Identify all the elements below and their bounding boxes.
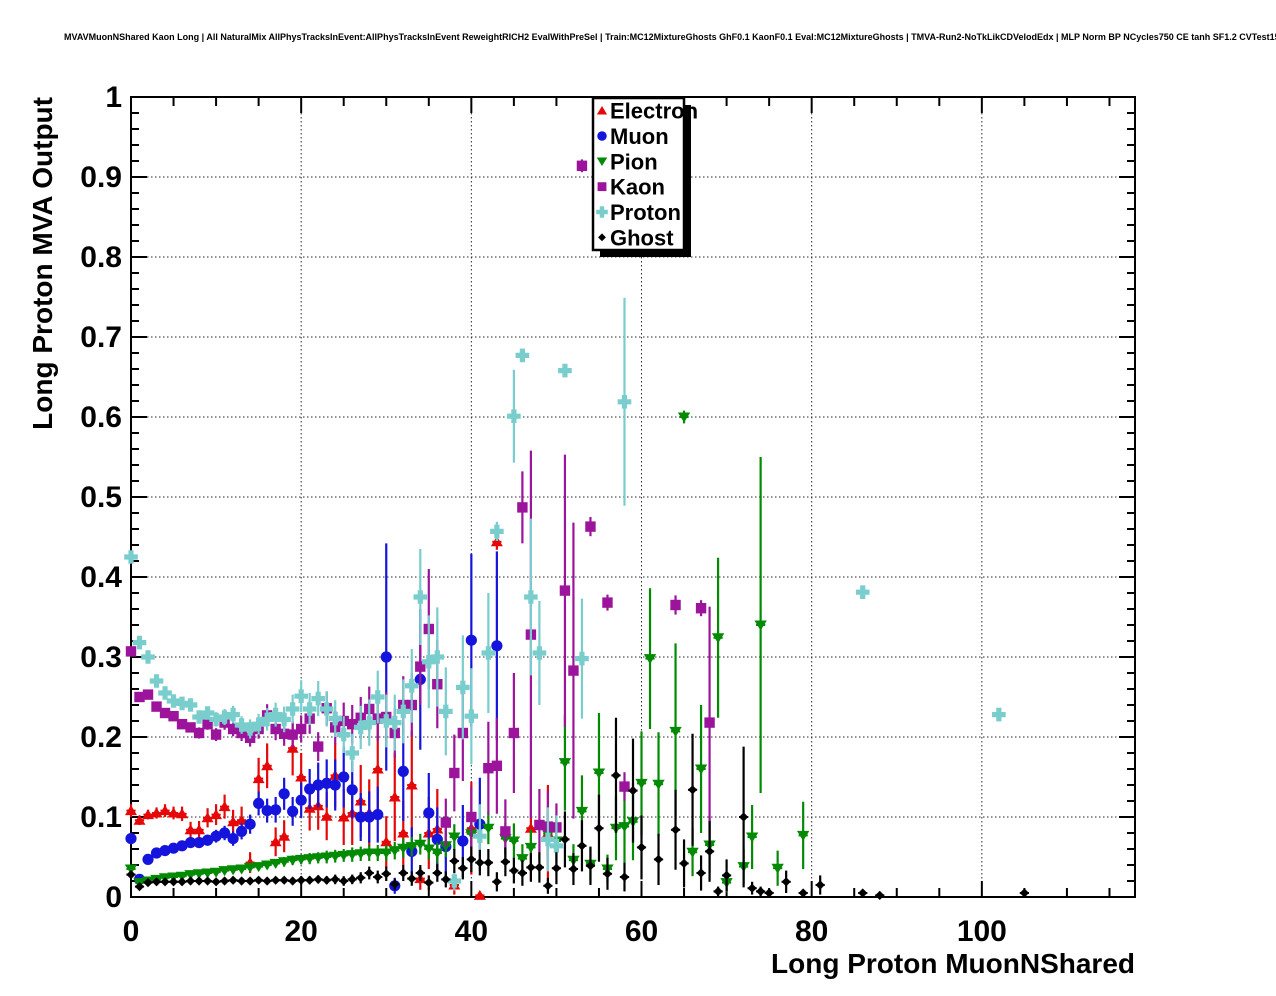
- series-proton: [124, 297, 1006, 891]
- legend-label: Electron: [610, 99, 698, 124]
- legend-label: Proton: [610, 200, 681, 225]
- svg-text:0.9: 0.9: [80, 161, 122, 194]
- svg-text:0: 0: [123, 915, 140, 948]
- legend-entry-ghost: Ghost: [598, 225, 674, 250]
- series-pion: [124, 410, 810, 893]
- legend-label: Kaon: [610, 175, 665, 200]
- legend-entry-pion: Pion: [596, 149, 658, 174]
- svg-text:0.2: 0.2: [80, 721, 122, 754]
- svg-text:20: 20: [284, 915, 317, 948]
- svg-text:0.1: 0.1: [80, 801, 122, 834]
- svg-text:1: 1: [105, 81, 122, 114]
- plot-title: MVAVMuonNShared Kaon Long | All NaturalM…: [64, 32, 1276, 42]
- svg-text:0.5: 0.5: [80, 481, 122, 514]
- svg-text:40: 40: [455, 915, 488, 948]
- legend-entry-electron: Electron: [596, 99, 698, 124]
- svg-text:0.8: 0.8: [80, 241, 122, 274]
- svg-text:80: 80: [795, 915, 828, 948]
- x-axis-label: Long Proton MuonNShared: [771, 948, 1135, 979]
- legend-label: Muon: [610, 124, 669, 149]
- legend-entry-proton: Proton: [596, 200, 681, 225]
- series-kaon: [125, 159, 715, 864]
- gridlines: [131, 97, 1135, 897]
- svg-text:0.6: 0.6: [80, 401, 122, 434]
- svg-text:60: 60: [625, 915, 658, 948]
- y-tick-labels: 0 0.1 0.2 0.3 0.4 0.5 0.6 0.7 0.8 0.9 1: [80, 81, 122, 914]
- series-ghost: [126, 717, 1029, 900]
- svg-text:0.7: 0.7: [80, 321, 122, 354]
- y-axis-label: Long Proton MVA Output: [27, 97, 58, 430]
- legend-label: Ghost: [610, 225, 674, 250]
- svg-text:0.3: 0.3: [80, 641, 122, 674]
- legend-entry-kaon: Kaon: [597, 175, 665, 200]
- legend-entry-muon: Muon: [597, 124, 669, 149]
- x-tick-labels: 0 20 40 60 80 100: [123, 915, 1007, 948]
- svg-text:0.4: 0.4: [80, 561, 122, 594]
- legend-box: [591, 96, 686, 252]
- svg-text:100: 100: [957, 915, 1007, 948]
- legend-label: Pion: [610, 149, 658, 174]
- svg-text:0: 0: [105, 881, 122, 914]
